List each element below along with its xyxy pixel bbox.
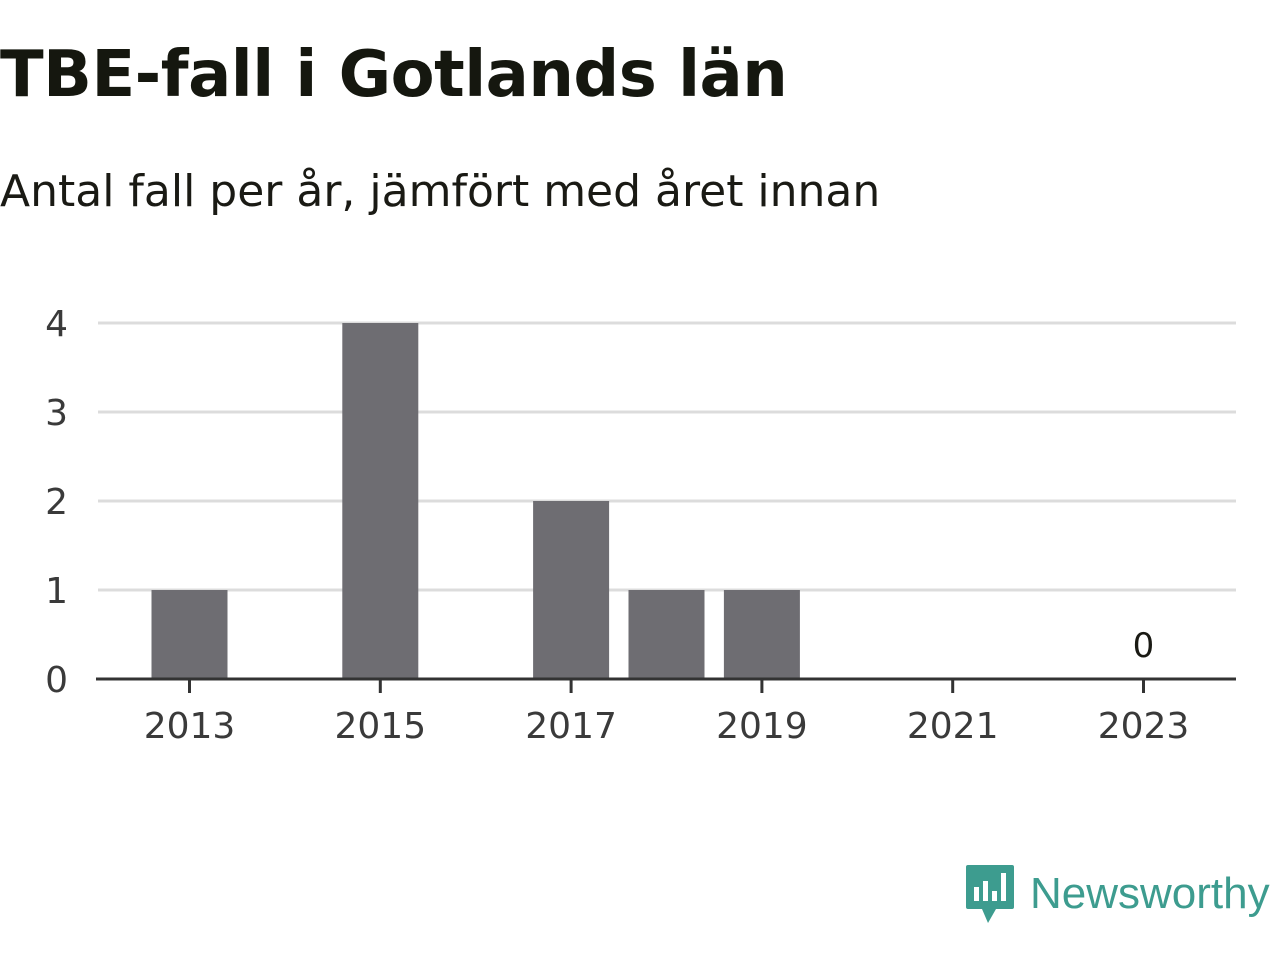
bar-2017 bbox=[533, 501, 610, 679]
bar-2013 bbox=[151, 590, 228, 679]
y-tick-label: 0 bbox=[45, 660, 68, 701]
y-tick-label: 2 bbox=[45, 482, 68, 523]
bar-2019 bbox=[723, 590, 800, 679]
bar-2015 bbox=[342, 323, 419, 679]
x-tick-label: 2019 bbox=[716, 706, 808, 747]
data-label-2023: 0 bbox=[1133, 626, 1155, 666]
x-tick-label: 2017 bbox=[525, 706, 617, 747]
brand-logo: Newsworthy bbox=[964, 862, 1270, 926]
x-tick-label: 2013 bbox=[144, 706, 236, 747]
bars bbox=[151, 323, 800, 679]
newsworthy-logo-icon bbox=[966, 865, 1014, 923]
brand-name: Newsworthy bbox=[1030, 869, 1270, 918]
grid-lines bbox=[98, 321, 1236, 592]
bar-2018 bbox=[628, 590, 705, 679]
y-tick-label: 4 bbox=[45, 304, 68, 345]
x-tick-label: 2023 bbox=[1098, 706, 1190, 747]
x-tick-label: 2021 bbox=[907, 706, 999, 747]
tick-labels: 0 1 2 3 4 2013 2015 2017 2019 2021 2023 0 bbox=[45, 304, 1189, 747]
chart-subtitle: Antal fall per år, jämfört med året inna… bbox=[0, 166, 881, 217]
y-tick-label: 3 bbox=[45, 393, 68, 434]
y-tick-label: 1 bbox=[45, 571, 68, 612]
chart-title: TBE-fall i Gotlands län bbox=[0, 38, 788, 112]
x-axis bbox=[96, 677, 1236, 693]
x-tick-label: 2015 bbox=[334, 706, 426, 747]
